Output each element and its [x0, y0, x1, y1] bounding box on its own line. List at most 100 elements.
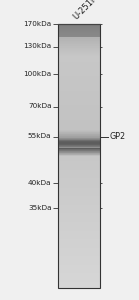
Bar — [58, 147, 100, 148]
Bar — [58, 236, 100, 238]
Bar — [58, 89, 100, 90]
Bar — [58, 156, 100, 157]
Bar — [58, 211, 100, 212]
Bar — [58, 233, 100, 234]
Bar — [58, 117, 100, 118]
Bar — [58, 104, 100, 105]
Bar — [58, 154, 100, 155]
Bar — [58, 264, 100, 265]
Bar — [58, 125, 100, 126]
Bar — [58, 38, 100, 40]
Bar — [58, 36, 100, 37]
Bar — [58, 148, 100, 149]
Bar — [58, 86, 100, 87]
Bar — [58, 163, 100, 164]
Text: U-251MG: U-251MG — [71, 0, 105, 21]
Bar — [58, 79, 100, 80]
Bar — [58, 129, 100, 130]
Bar — [58, 77, 100, 78]
Bar — [58, 157, 100, 158]
Bar — [58, 24, 100, 288]
Bar — [58, 87, 100, 88]
Bar — [58, 270, 100, 271]
Bar — [58, 248, 100, 249]
Bar — [58, 275, 100, 276]
Bar — [58, 241, 100, 242]
Bar — [58, 171, 100, 172]
Bar — [58, 39, 100, 40]
Bar — [58, 47, 100, 48]
Bar — [58, 112, 100, 113]
Bar — [58, 227, 100, 228]
Bar — [58, 265, 100, 266]
Bar — [58, 130, 100, 131]
Bar — [58, 160, 100, 162]
Bar — [58, 256, 100, 257]
Bar — [58, 238, 100, 239]
Bar — [58, 170, 100, 172]
Bar — [58, 143, 100, 144]
Bar — [58, 106, 100, 107]
Bar — [58, 32, 100, 33]
Bar — [58, 244, 100, 245]
Bar — [58, 46, 100, 47]
Bar — [58, 76, 100, 77]
Bar — [58, 72, 100, 73]
Bar — [58, 52, 100, 53]
Bar — [58, 203, 100, 204]
Bar — [58, 54, 100, 55]
Bar — [58, 255, 100, 256]
Bar — [58, 232, 100, 233]
Bar — [58, 193, 100, 194]
Bar — [58, 55, 100, 56]
Bar — [58, 63, 100, 64]
Bar — [58, 105, 100, 106]
Bar — [58, 89, 100, 90]
Bar — [58, 149, 100, 150]
Bar — [58, 284, 100, 285]
Bar — [58, 177, 100, 178]
Bar — [58, 229, 100, 230]
Bar — [58, 139, 100, 140]
Bar — [58, 225, 100, 226]
Bar — [58, 27, 100, 28]
Bar — [58, 160, 100, 161]
Bar — [58, 60, 100, 61]
Bar — [58, 84, 100, 85]
Bar — [58, 232, 100, 233]
Bar — [58, 219, 100, 220]
Bar — [58, 120, 100, 121]
Bar — [58, 121, 100, 122]
Text: 170kDa: 170kDa — [23, 21, 51, 27]
Bar — [58, 269, 100, 270]
Bar — [58, 262, 100, 263]
Bar — [58, 85, 100, 86]
Bar — [58, 159, 100, 160]
Bar — [58, 37, 100, 38]
Bar — [58, 215, 100, 216]
Bar — [58, 43, 100, 44]
Bar — [58, 104, 100, 106]
Bar — [58, 226, 100, 227]
Bar — [58, 269, 100, 271]
Bar — [58, 254, 100, 255]
Bar — [58, 234, 100, 235]
Bar — [58, 71, 100, 72]
Bar — [58, 162, 100, 163]
Bar — [58, 99, 100, 100]
Bar — [58, 174, 100, 175]
Bar — [58, 186, 100, 187]
Bar — [58, 95, 100, 96]
Bar — [58, 253, 100, 254]
Bar — [58, 66, 100, 67]
Bar — [58, 231, 100, 232]
Bar — [58, 74, 100, 75]
Bar — [58, 287, 100, 288]
Bar — [58, 230, 100, 231]
Bar — [58, 109, 100, 110]
Bar — [58, 236, 100, 237]
Bar — [58, 26, 100, 27]
Bar — [58, 161, 100, 162]
Bar — [58, 155, 100, 156]
Bar — [58, 75, 100, 76]
